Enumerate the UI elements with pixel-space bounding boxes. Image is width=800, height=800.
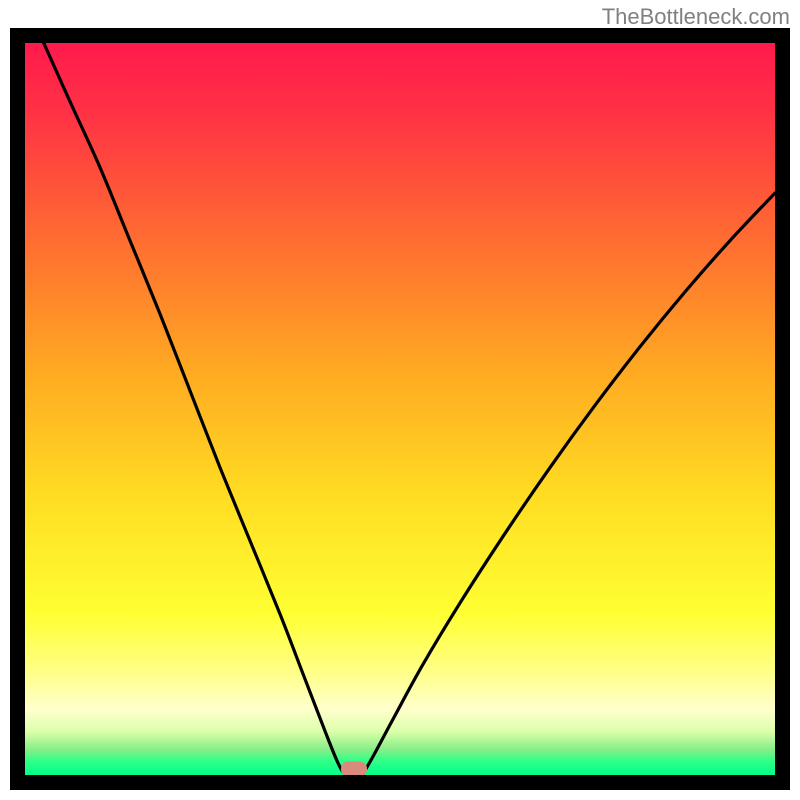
curve-path <box>44 43 775 775</box>
bottleneck-curve <box>25 43 775 775</box>
trough-marker <box>341 762 367 775</box>
plot-area <box>25 43 775 775</box>
watermark-text: TheBottleneck.com <box>602 4 790 30</box>
